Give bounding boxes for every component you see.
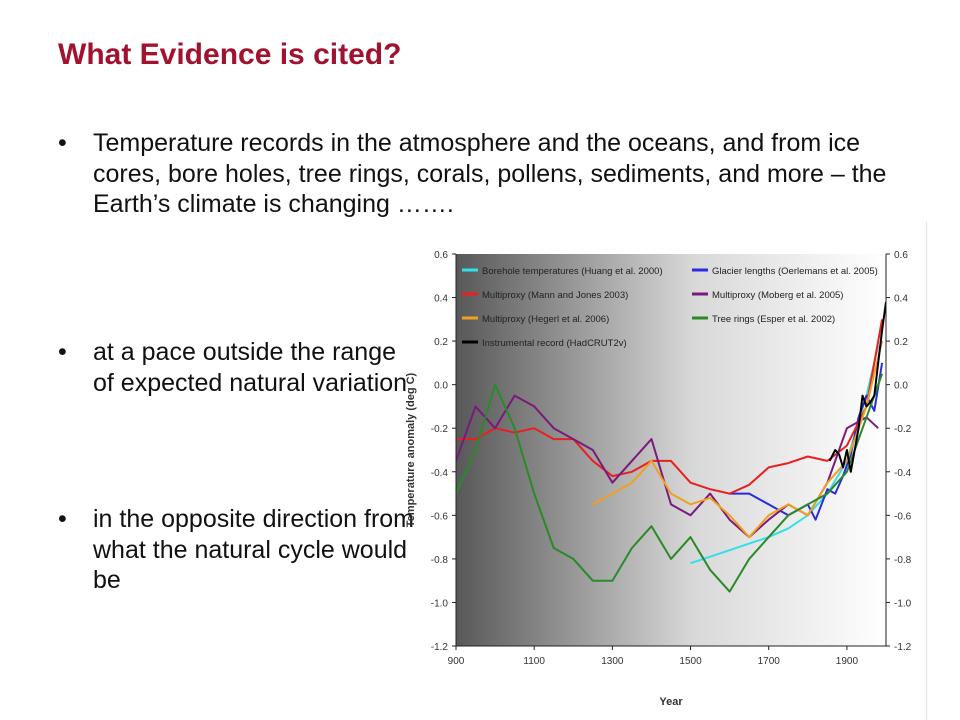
y-tick-label: -0.6 — [431, 511, 449, 522]
x-tick-label: 1500 — [679, 656, 702, 667]
series-line — [729, 362, 884, 521]
bullet-icon: • — [58, 505, 67, 533]
bullet-item: • in the opposite direction from what th… — [58, 504, 418, 596]
legend-label: Instrumental record (HadCRUT2v) — [482, 338, 627, 349]
y-tick-label: 0.6 — [434, 250, 448, 261]
series-line — [592, 340, 884, 539]
y-tick-label: 0.2 — [434, 337, 448, 348]
y-tick-label: 0.0 — [434, 381, 448, 392]
bullet-text: at a pace outside the range of expected … — [93, 338, 408, 397]
legend-label: Tree rings (Esper et al. 2002) — [712, 314, 835, 325]
x-tick-label: 1900 — [836, 656, 859, 667]
temperature-chart: 0.6 0.6 0.4 0.4 0.2 0.2 0.0 0.0 -0.2 -0.2 -0.4 -0.4… — [405, 250, 912, 708]
bullet-icon: • — [58, 338, 67, 366]
x-axis-label: Year — [659, 696, 683, 708]
y-tick-label-right: -0.8 — [894, 555, 912, 566]
x-tick-label: 900 — [448, 656, 465, 667]
slide-divider — [926, 222, 927, 720]
legend-label: Glacier lengths (Oerlemans et al. 2005) — [712, 266, 878, 277]
y-tick-label-right: 0.6 — [894, 250, 908, 261]
y-tick-label-right: 0.2 — [894, 337, 908, 348]
y-tick-label-right: -0.4 — [894, 468, 912, 479]
y-tick-label: -1.2 — [431, 642, 449, 653]
y-tick-label: -1.0 — [431, 598, 449, 609]
legend-label: Borehole temperatures (Huang et al. 2000… — [482, 266, 663, 277]
y-axis-label: Temperature anomaly (deg C) — [405, 372, 417, 527]
y-tick-label-right: -1.0 — [894, 598, 912, 609]
plot-background — [456, 254, 886, 646]
y-tick-label-right: -0.2 — [894, 424, 912, 435]
series-line — [456, 373, 884, 593]
legend-label: Multiproxy (Hegerl et al. 2006) — [482, 314, 609, 325]
y-tick-label: 0.4 — [434, 294, 448, 305]
series-line — [456, 319, 884, 495]
x-tick-label: 1300 — [601, 656, 624, 667]
y-tick-label: -0.4 — [431, 468, 449, 479]
y-tick-label-right: -1.2 — [894, 642, 912, 653]
y-tick-label-right: 0.0 — [894, 381, 908, 392]
series-line — [828, 301, 886, 473]
y-tick-label-right: -0.6 — [894, 511, 912, 522]
bullet-text: in the opposite direction from what the … — [93, 505, 415, 594]
bullet-item: • Temperature records in the atmosphere … — [58, 128, 918, 220]
y-tick-label-right: 0.4 — [894, 294, 908, 305]
y-tick-label: -0.8 — [431, 555, 449, 566]
bullet-item: • at a pace outside the range of expecte… — [58, 337, 418, 398]
bullet-text: Temperature records in the atmosphere an… — [93, 129, 887, 218]
legend-label: Multiproxy (Moberg et al. 2005) — [712, 290, 843, 301]
bullet-icon: • — [58, 129, 67, 157]
y-tick-label: -0.2 — [431, 424, 449, 435]
legend-label: Multiproxy (Mann and Jones 2003) — [482, 290, 628, 301]
x-tick-label: 1700 — [758, 656, 781, 667]
slide-title: What Evidence is cited? — [58, 38, 402, 71]
x-tick-label: 1100 — [523, 656, 545, 667]
